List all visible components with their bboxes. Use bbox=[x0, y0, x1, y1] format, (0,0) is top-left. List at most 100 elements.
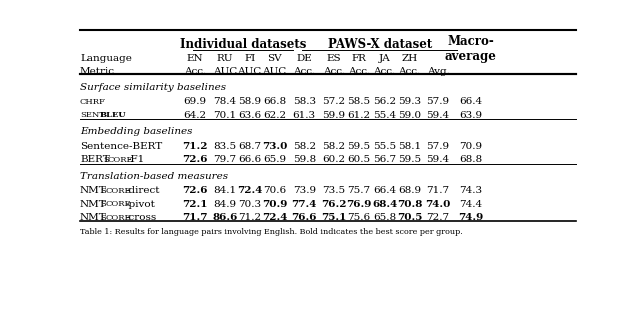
Text: 71.7: 71.7 bbox=[182, 213, 208, 222]
Text: 62.2: 62.2 bbox=[263, 111, 286, 120]
Text: 63.9: 63.9 bbox=[459, 111, 482, 120]
Text: Avg.: Avg. bbox=[427, 67, 449, 76]
Text: 75.7: 75.7 bbox=[347, 186, 371, 195]
Text: ZH: ZH bbox=[401, 54, 417, 63]
Text: Acc.: Acc. bbox=[348, 67, 370, 76]
Text: 57.9: 57.9 bbox=[426, 142, 450, 151]
Text: Sentence-BERT: Sentence-BERT bbox=[80, 142, 163, 151]
Text: -direct: -direct bbox=[125, 186, 159, 195]
Text: S: S bbox=[100, 187, 107, 195]
Text: FI: FI bbox=[244, 54, 255, 63]
Text: 70.9: 70.9 bbox=[459, 142, 482, 151]
Text: 72.1: 72.1 bbox=[182, 200, 208, 209]
Text: 74.0: 74.0 bbox=[426, 200, 451, 209]
Text: 83.5: 83.5 bbox=[213, 142, 236, 151]
Text: EN: EN bbox=[187, 54, 204, 63]
Text: NMT: NMT bbox=[80, 186, 107, 195]
Text: 60.5: 60.5 bbox=[347, 156, 371, 165]
Text: 59.8: 59.8 bbox=[292, 156, 316, 165]
Text: 58.1: 58.1 bbox=[398, 142, 421, 151]
Text: 76.9: 76.9 bbox=[346, 200, 371, 209]
Text: 56.7: 56.7 bbox=[373, 156, 396, 165]
Text: 60.2: 60.2 bbox=[323, 156, 346, 165]
Text: Metric: Metric bbox=[80, 67, 115, 76]
Text: 70.6: 70.6 bbox=[263, 186, 286, 195]
Text: 59.5: 59.5 bbox=[347, 142, 371, 151]
Text: 59.4: 59.4 bbox=[426, 111, 450, 120]
Text: 65.9: 65.9 bbox=[263, 156, 286, 165]
Text: 66.4: 66.4 bbox=[373, 186, 396, 195]
Text: NMT: NMT bbox=[80, 200, 107, 209]
Text: 66.4: 66.4 bbox=[459, 97, 482, 106]
Text: 59.4: 59.4 bbox=[426, 156, 450, 165]
Text: 58.5: 58.5 bbox=[347, 97, 371, 106]
Text: 59.9: 59.9 bbox=[323, 111, 346, 120]
Text: S: S bbox=[100, 200, 107, 208]
Text: BERT: BERT bbox=[80, 156, 109, 165]
Text: 71.7: 71.7 bbox=[426, 186, 450, 195]
Text: Acc.: Acc. bbox=[184, 67, 206, 76]
Text: 72.4: 72.4 bbox=[237, 186, 262, 195]
Text: 68.4: 68.4 bbox=[372, 200, 397, 209]
Text: 66.8: 66.8 bbox=[263, 97, 286, 106]
Text: 58.9: 58.9 bbox=[238, 97, 261, 106]
Text: 64.2: 64.2 bbox=[184, 111, 207, 120]
Text: 71.2: 71.2 bbox=[238, 213, 261, 222]
Text: 70.3: 70.3 bbox=[238, 200, 261, 209]
Text: SENT: SENT bbox=[80, 111, 105, 119]
Text: 72.6: 72.6 bbox=[182, 156, 208, 165]
Text: 57.9: 57.9 bbox=[426, 97, 450, 106]
Text: CORE: CORE bbox=[108, 156, 133, 164]
Text: 65.8: 65.8 bbox=[373, 213, 396, 222]
Text: S: S bbox=[103, 156, 109, 164]
Text: 71.2: 71.2 bbox=[182, 142, 208, 151]
Text: 70.1: 70.1 bbox=[213, 111, 236, 120]
Text: 63.6: 63.6 bbox=[238, 111, 261, 120]
Text: -cross: -cross bbox=[125, 213, 156, 222]
Text: 78.4: 78.4 bbox=[213, 97, 236, 106]
Text: Individual datasets: Individual datasets bbox=[180, 38, 307, 51]
Text: NMT: NMT bbox=[80, 213, 107, 222]
Text: 58.3: 58.3 bbox=[292, 97, 316, 106]
Text: 58.2: 58.2 bbox=[292, 142, 316, 151]
Text: Acc.: Acc. bbox=[398, 67, 420, 76]
Text: SV: SV bbox=[267, 54, 282, 63]
Text: Embedding baselines: Embedding baselines bbox=[80, 128, 193, 137]
Text: Acc.: Acc. bbox=[293, 67, 316, 76]
Text: AUC: AUC bbox=[212, 67, 237, 76]
Text: 59.3: 59.3 bbox=[398, 97, 421, 106]
Text: Translation-based measures: Translation-based measures bbox=[80, 172, 228, 181]
Text: 61.2: 61.2 bbox=[347, 111, 371, 120]
Text: 77.4: 77.4 bbox=[291, 200, 317, 209]
Text: 73.0: 73.0 bbox=[262, 142, 287, 151]
Text: Surface similarity baselines: Surface similarity baselines bbox=[80, 83, 226, 92]
Text: CHRF: CHRF bbox=[80, 98, 106, 106]
Text: BLEU: BLEU bbox=[99, 111, 126, 119]
Text: 56.2: 56.2 bbox=[373, 97, 396, 106]
Text: 55.4: 55.4 bbox=[373, 111, 396, 120]
Text: 59.5: 59.5 bbox=[398, 156, 421, 165]
Text: 86.6: 86.6 bbox=[212, 213, 237, 222]
Text: 73.9: 73.9 bbox=[292, 186, 316, 195]
Text: 74.3: 74.3 bbox=[459, 186, 482, 195]
Text: JA: JA bbox=[379, 54, 390, 63]
Text: 76.2: 76.2 bbox=[321, 200, 347, 209]
Text: 68.7: 68.7 bbox=[238, 142, 261, 151]
Text: 72.6: 72.6 bbox=[182, 186, 208, 195]
Text: 84.1: 84.1 bbox=[213, 186, 236, 195]
Text: Language: Language bbox=[80, 54, 132, 63]
Text: CORE: CORE bbox=[106, 200, 131, 208]
Text: -pivot: -pivot bbox=[125, 200, 155, 209]
Text: AUC: AUC bbox=[237, 67, 262, 76]
Text: 66.6: 66.6 bbox=[238, 156, 261, 165]
Text: Acc.: Acc. bbox=[373, 67, 396, 76]
Text: DE: DE bbox=[296, 54, 312, 63]
Text: 84.9: 84.9 bbox=[213, 200, 236, 209]
Text: 69.9: 69.9 bbox=[184, 97, 207, 106]
Text: CORE: CORE bbox=[106, 187, 131, 195]
Text: 61.3: 61.3 bbox=[292, 111, 316, 120]
Text: 74.4: 74.4 bbox=[459, 200, 482, 209]
Text: 72.4: 72.4 bbox=[262, 213, 287, 222]
Text: FR: FR bbox=[351, 54, 366, 63]
Text: 75.1: 75.1 bbox=[321, 213, 347, 222]
